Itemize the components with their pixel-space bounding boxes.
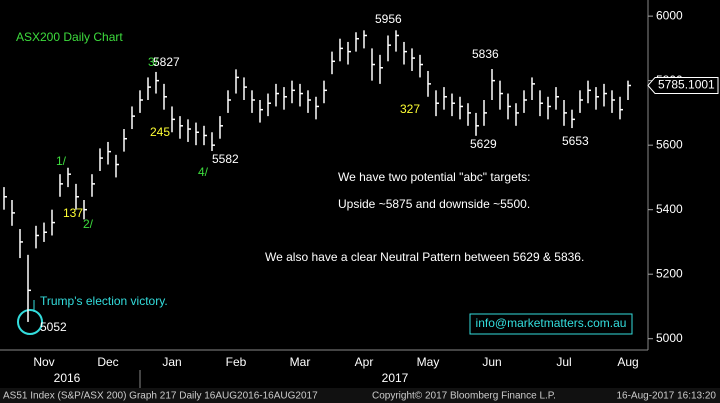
annotation: 5827 (153, 55, 180, 69)
annotation: Upside ~5875 and downside ~5500. (338, 197, 530, 211)
y-tick-label: 6000 (656, 8, 683, 22)
annotation: 1/ (56, 154, 67, 168)
y-tick-label: 5200 (656, 266, 683, 280)
annotation: Trump's election victory. (40, 294, 168, 308)
annotation: 5582 (212, 152, 239, 166)
x-tick-label: Apr (355, 355, 374, 369)
annotation: We also have a clear Neutral Pattern bet… (265, 250, 584, 264)
x-tick-label: May (417, 355, 440, 369)
annotation: 4/ (198, 165, 209, 179)
x-tick-label: Mar (290, 355, 311, 369)
y-tick-label: 5000 (656, 331, 683, 345)
highlight-circle (17, 309, 43, 335)
x-tick-label: Feb (226, 355, 247, 369)
footer-text: 16-Aug-2017 16:13:20 (616, 391, 716, 402)
last-price-tag (647, 76, 719, 94)
last-price-label: 5785.1001 (658, 78, 715, 92)
website: info@marketmatters.com.au (476, 316, 627, 330)
x-tick-label: Jan (162, 355, 181, 369)
annotation: 137 (63, 206, 83, 220)
x-tick-label: Nov (33, 355, 54, 369)
annotation: 5836 (472, 47, 499, 61)
x-tick-label: Aug (617, 355, 638, 369)
annotation: 3/ (148, 55, 159, 69)
x-tick-label: Dec (97, 355, 118, 369)
annotation: 5629 (470, 137, 497, 151)
annotation: 5956 (375, 12, 402, 26)
annotation: 2/ (83, 217, 94, 231)
website-box (469, 313, 633, 335)
y-tick-label: 5600 (656, 137, 683, 151)
chart-title: ASX200 Daily Chart (16, 30, 123, 44)
year-label: 2016 (54, 371, 81, 385)
annotation: 5653 (562, 134, 589, 148)
annotation: We have two potential "abc" targets: (338, 170, 530, 184)
x-tick-label: Jul (556, 355, 571, 369)
footer-bar (0, 388, 720, 403)
y-tick-label: 5400 (656, 202, 683, 216)
footer-text: AS51 Index (S&P/ASX 200) Graph 217 Daily… (3, 391, 318, 402)
annotation: 245 (150, 125, 170, 139)
footer-text: Copyright© 2017 Bloomberg Finance L.P. (372, 391, 556, 402)
year-label: 2017 (382, 371, 409, 385)
x-tick-label: Jun (482, 355, 501, 369)
annotation: 5052 (40, 320, 67, 334)
annotation: 327 (400, 102, 420, 116)
